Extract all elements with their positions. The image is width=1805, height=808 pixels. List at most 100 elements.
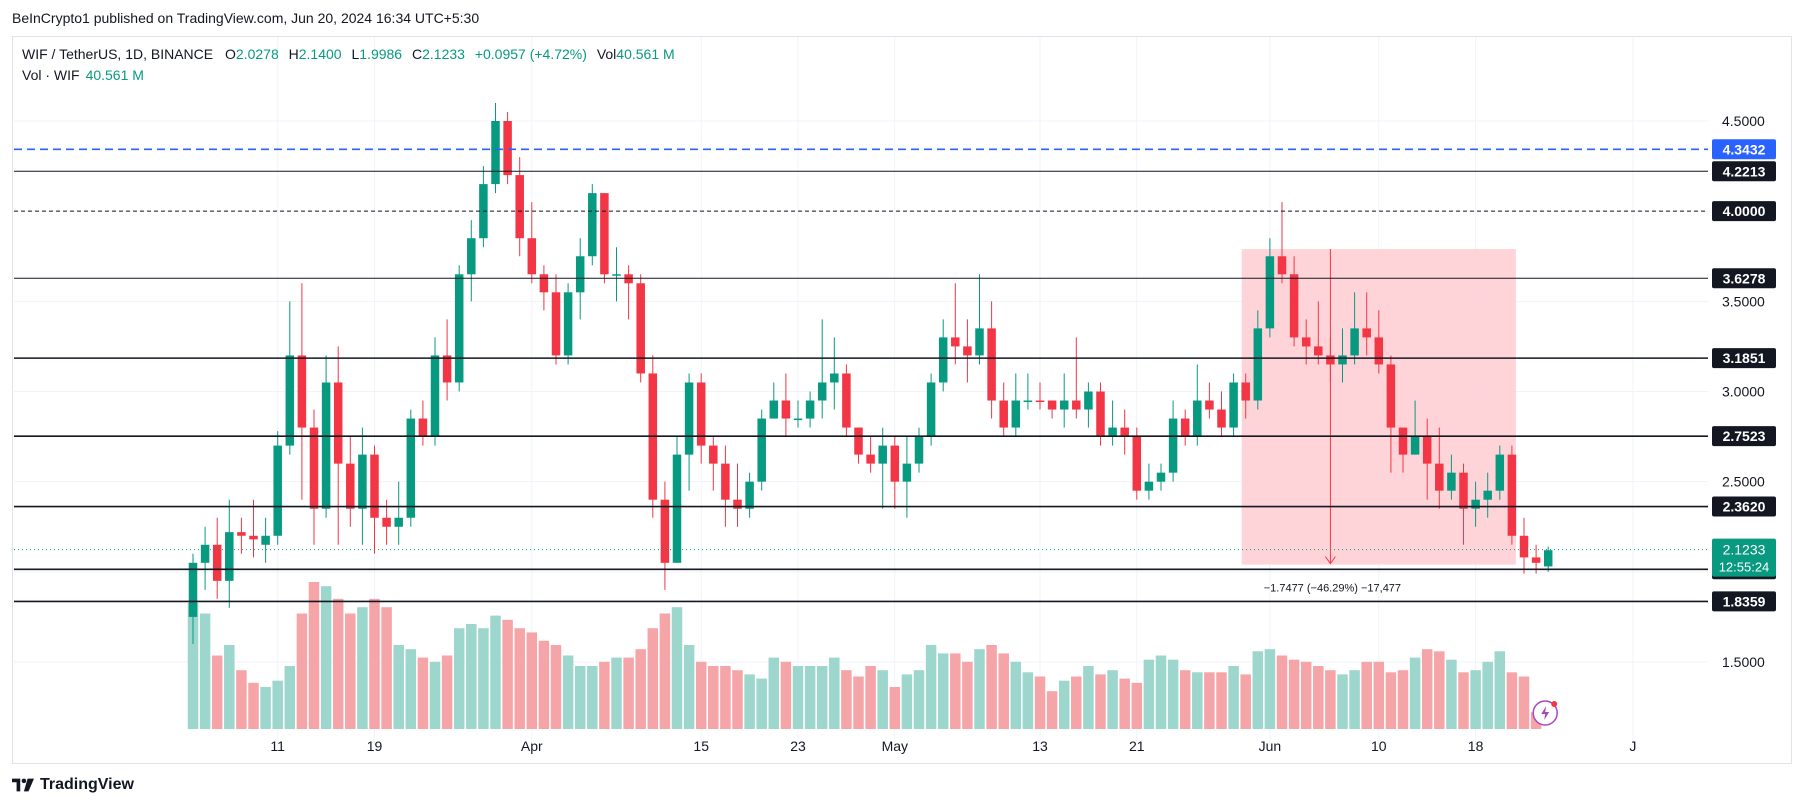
candle-body[interactable] <box>588 193 597 257</box>
candle-body[interactable] <box>1241 382 1250 401</box>
candle-body[interactable] <box>1193 400 1202 437</box>
candle-body[interactable] <box>442 355 452 383</box>
candle-body[interactable] <box>273 445 282 536</box>
candle-body[interactable] <box>1217 409 1226 428</box>
candle-body[interactable] <box>902 463 912 482</box>
candle-body[interactable] <box>1144 481 1154 491</box>
measure-zone[interactable] <box>1241 249 1516 565</box>
candle-body[interactable] <box>297 355 307 428</box>
candle-body[interactable] <box>745 481 754 509</box>
candle-body[interactable] <box>624 274 633 284</box>
candle-body[interactable] <box>1338 355 1347 365</box>
candle-body[interactable] <box>1459 472 1468 509</box>
candle-body[interactable] <box>914 436 924 464</box>
candle-body[interactable] <box>660 499 670 563</box>
candle-body[interactable] <box>636 283 645 374</box>
candle-body[interactable] <box>781 400 791 419</box>
candle-body[interactable] <box>1168 418 1178 473</box>
candle-body[interactable] <box>551 292 561 356</box>
candle-body[interactable] <box>1435 463 1444 491</box>
candle-body[interactable] <box>612 274 621 276</box>
symbol-label[interactable]: WIF / TetherUS, 1D, BINANCE <box>22 46 214 62</box>
candle-body[interactable] <box>1301 337 1311 347</box>
candle-body[interactable] <box>249 535 258 540</box>
candle-body[interactable] <box>467 238 476 275</box>
candle-body[interactable] <box>1156 472 1166 482</box>
candle-body[interactable] <box>1253 328 1263 401</box>
candle-body[interactable] <box>515 175 524 239</box>
candle-body[interactable] <box>1326 355 1335 365</box>
candle-body[interactable] <box>1072 400 1081 410</box>
candle-body[interactable] <box>261 535 270 545</box>
candle-body[interactable] <box>733 499 742 509</box>
candle-body[interactable] <box>1180 418 1190 437</box>
candle-body[interactable] <box>370 454 379 518</box>
candle-body[interactable] <box>1108 427 1117 437</box>
candle-body[interactable] <box>394 517 403 527</box>
candle-body[interactable] <box>1531 557 1541 563</box>
candle-body[interactable] <box>212 544 222 581</box>
volume-indicator-label[interactable]: Vol · WIF <box>22 67 80 83</box>
candle-body[interactable] <box>1422 436 1432 464</box>
candle-body[interactable] <box>1047 400 1057 410</box>
candle-body[interactable] <box>696 382 706 446</box>
candle-body[interactable] <box>491 121 500 185</box>
candle-body[interactable] <box>1483 490 1492 500</box>
candle-body[interactable] <box>321 382 331 509</box>
candle-body[interactable] <box>1386 364 1396 428</box>
candle-body[interactable] <box>999 400 1008 428</box>
candle-body[interactable] <box>709 445 718 464</box>
candle-body[interactable] <box>878 445 887 464</box>
candle-body[interactable] <box>237 532 246 536</box>
candle-body[interactable] <box>285 355 295 446</box>
candle-body[interactable] <box>1059 400 1069 410</box>
candle-body[interactable] <box>830 373 839 383</box>
candle-body[interactable] <box>842 373 851 428</box>
candle-body[interactable] <box>430 355 440 437</box>
candle-body[interactable] <box>563 292 573 356</box>
candle-body[interactable] <box>188 562 198 617</box>
candle-body[interactable] <box>527 238 537 275</box>
candle-body[interactable] <box>503 121 512 176</box>
candle-body[interactable] <box>926 382 936 437</box>
candle-body[interactable] <box>358 454 367 509</box>
candle-body[interactable] <box>1374 337 1384 365</box>
candle-body[interactable] <box>1084 391 1093 410</box>
candle-body[interactable] <box>854 427 863 455</box>
candle-body[interactable] <box>1265 256 1275 329</box>
tradingview-logo[interactable]: TradingView <box>12 776 134 794</box>
candle-body[interactable] <box>1132 436 1142 491</box>
candle-body[interactable] <box>890 445 900 482</box>
candle-body[interactable] <box>200 544 210 563</box>
candle-body[interactable] <box>600 193 609 275</box>
candle-body[interactable] <box>721 463 730 500</box>
candle-body[interactable] <box>346 463 355 509</box>
candle-body[interactable] <box>1410 436 1420 455</box>
candle-body[interactable] <box>793 418 803 421</box>
candle-body[interactable] <box>454 274 464 383</box>
candle-body[interactable] <box>975 328 984 356</box>
candle-body[interactable] <box>1289 274 1299 338</box>
candle-body[interactable] <box>1519 535 1529 558</box>
candle-body[interactable] <box>1023 400 1033 403</box>
candle-body[interactable] <box>1507 454 1517 536</box>
chart-frame[interactable] <box>12 36 1792 764</box>
candle-body[interactable] <box>1277 256 1287 275</box>
candle-body[interactable] <box>1350 328 1359 356</box>
candle-body[interactable] <box>1495 454 1505 491</box>
candle-body[interactable] <box>1314 346 1323 356</box>
candle-body[interactable] <box>1035 400 1045 403</box>
candle-body[interactable] <box>1011 400 1021 428</box>
candle-body[interactable] <box>539 274 549 293</box>
candle-body[interactable] <box>382 517 391 527</box>
candle-body[interactable] <box>987 328 996 401</box>
candle-body[interactable] <box>1447 472 1456 491</box>
candle-body[interactable] <box>1362 328 1371 338</box>
candle-body[interactable] <box>575 256 585 293</box>
candle-body[interactable] <box>951 337 960 347</box>
candle-body[interactable] <box>1096 391 1105 437</box>
candle-body[interactable] <box>757 418 766 482</box>
candle-body[interactable] <box>866 454 875 464</box>
candle-body[interactable] <box>769 400 779 419</box>
